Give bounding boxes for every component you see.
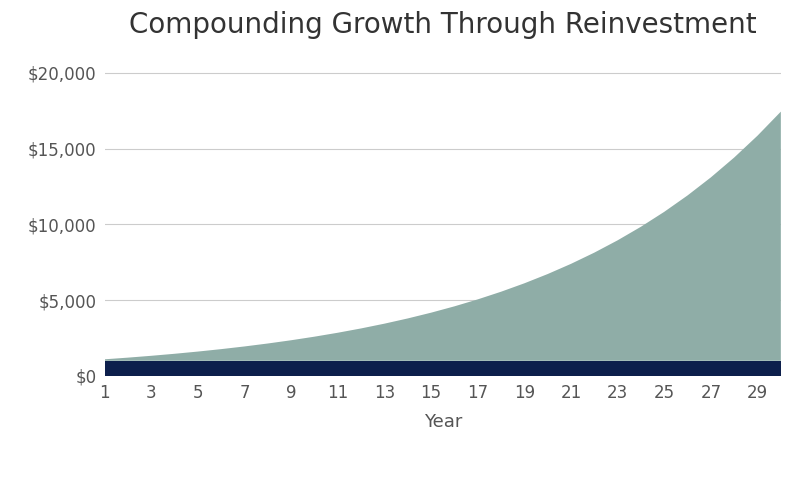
Legend: Return on my investment, Original investment: Return on my investment, Original invest… [180, 474, 706, 482]
Title: Compounding Growth Through Reinvestment: Compounding Growth Through Reinvestment [129, 11, 757, 39]
X-axis label: Year: Year [423, 414, 462, 431]
